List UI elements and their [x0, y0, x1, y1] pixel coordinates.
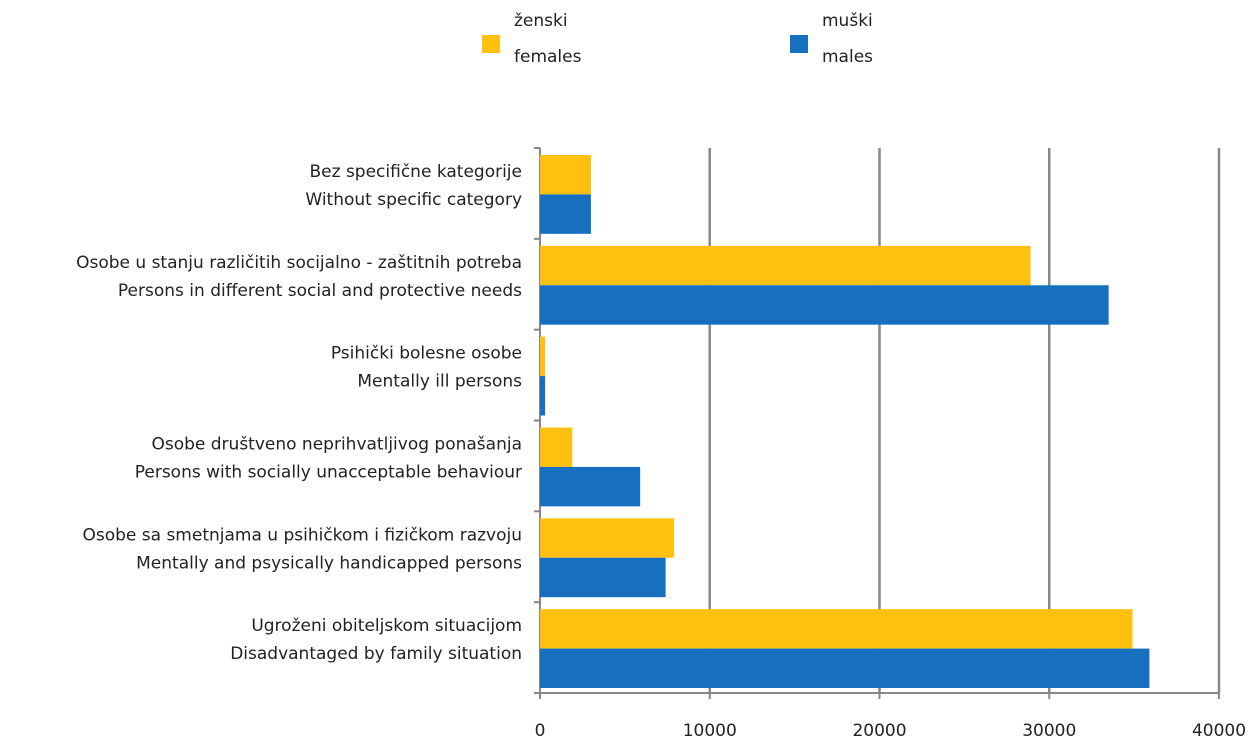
- y-tick-label: Persons with socially unacceptable behav…: [135, 463, 522, 483]
- legend-label: males: [822, 47, 873, 67]
- x-tick-label: 20000: [852, 721, 906, 738]
- bar: [540, 336, 546, 377]
- legend-swatch: [482, 35, 500, 53]
- bar: [540, 285, 1109, 325]
- y-tick-label: Osobe sa smetnjama u psihičkom i fizičko…: [82, 525, 522, 545]
- bar: [540, 518, 675, 558]
- x-tick-label: 10000: [683, 721, 737, 738]
- x-tick-label: 40000: [1192, 721, 1246, 738]
- bar: [540, 194, 591, 234]
- y-tick-label: Disadvantaged by family situation: [230, 644, 522, 664]
- bar: [540, 648, 1150, 688]
- y-tick-label: Without specific category: [305, 190, 522, 210]
- y-tick-label: Osobe u stanju različitih socijalno - za…: [76, 253, 522, 273]
- bar: [540, 245, 1031, 286]
- x-tick-label: 0: [535, 721, 546, 738]
- y-tick-label: Mentally and psysically handicapped pers…: [136, 553, 522, 573]
- y-tick-label: Persons in different social and protecti…: [118, 281, 522, 301]
- bar: [540, 466, 641, 507]
- bar: [540, 557, 666, 598]
- bar: [540, 376, 546, 416]
- y-tick-label: Osobe društveno neprihvatljivog ponašanj…: [151, 435, 522, 455]
- x-tick-label: 30000: [1022, 721, 1076, 738]
- y-tick-label: Psihički bolesne osobe: [331, 344, 522, 364]
- y-tick-label: Bez specifične kategorije: [310, 162, 523, 182]
- legend-label: ženski: [514, 11, 568, 31]
- bar: [540, 155, 591, 195]
- bar: [540, 427, 573, 467]
- y-tick-label: Mentally ill persons: [357, 372, 522, 392]
- y-tick-label: Ugroženi obiteljskom situacijom: [251, 616, 522, 636]
- bar: [540, 609, 1133, 649]
- legend-label: muški: [822, 11, 873, 31]
- legend-label: females: [514, 47, 582, 67]
- legend-swatch: [790, 35, 808, 53]
